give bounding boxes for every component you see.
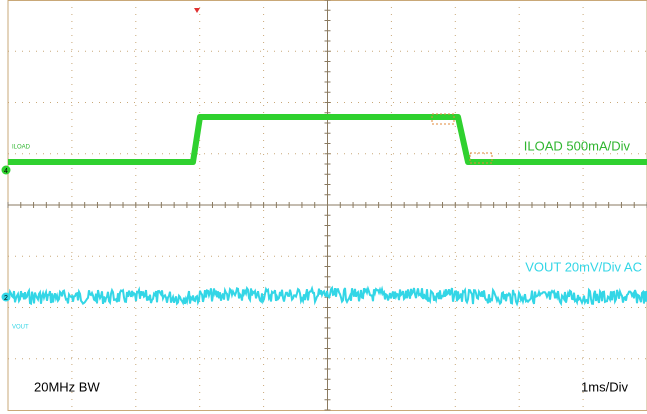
vout-trace	[7, 285, 647, 307]
iload-tag: ILOAD	[12, 145, 31, 151]
iload-trace	[8, 114, 647, 165]
vout-marker	[1, 292, 11, 302]
iload-marker	[1, 165, 11, 175]
iload-marker-text: 4	[4, 168, 8, 175]
bandwidth-label: 20MHz BW	[34, 379, 100, 394]
graticule	[7, 0, 647, 411]
trigger-marker	[194, 8, 200, 13]
iload-label: ILOAD 500mA/Div	[524, 138, 631, 153]
vout-tag: VOUT	[12, 325, 29, 331]
timebase-label: 1ms/Div	[581, 379, 628, 394]
vout-label: VOUT 20mV/Div AC	[525, 259, 642, 274]
vout-marker-text: 2	[4, 295, 8, 302]
